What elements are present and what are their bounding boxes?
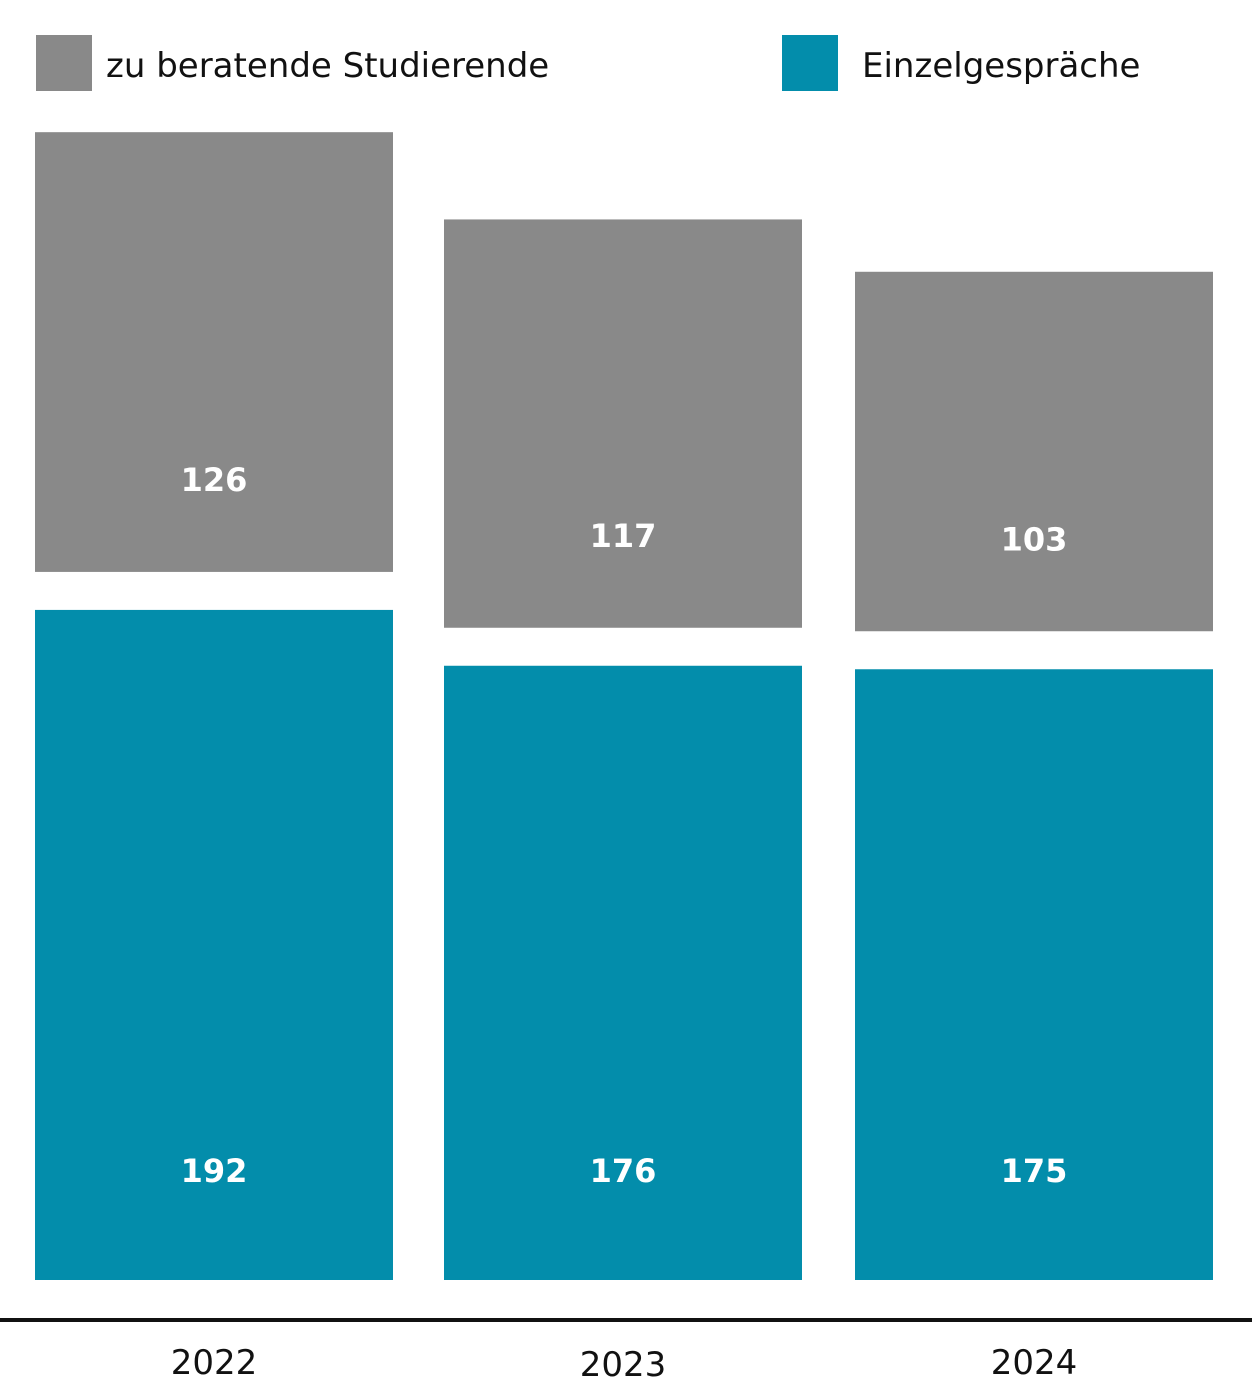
legend-swatch-studierende — [36, 35, 92, 91]
legend-label-studierende: zu beratende Studierende — [106, 46, 549, 86]
bar-label-studierende-2023: 117 — [590, 517, 657, 555]
x-tick-2024: 2024 — [991, 1343, 1078, 1383]
legend: zu beratende Studierende Einzelgespräche — [36, 35, 1140, 91]
bar-einzelgespraeche-2024 — [855, 669, 1213, 1280]
bar-label-einzelgespraeche-2022: 192 — [181, 1152, 248, 1190]
x-tick-2023: 2023 — [580, 1345, 667, 1385]
x-tick-2022: 2022 — [171, 1343, 258, 1383]
bar-label-einzelgespraeche-2024: 175 — [1001, 1152, 1068, 1190]
legend-label-einzelgespraeche: Einzelgespräche — [862, 46, 1140, 86]
bar-einzelgespraeche-2022 — [35, 609, 393, 1280]
legend-swatch-einzelgespraeche — [782, 35, 838, 91]
bar-label-studierende-2022: 126 — [181, 461, 248, 499]
bars: 192 126 176 117 175 103 — [35, 132, 1213, 1280]
bar-label-studierende-2024: 103 — [1001, 520, 1068, 558]
bar-einzelgespraeche-2023 — [444, 665, 802, 1280]
bar-studierende-2022 — [35, 132, 393, 572]
bar-studierende-2024 — [855, 271, 1213, 632]
bar-studierende-2023 — [444, 219, 802, 628]
bar-label-einzelgespraeche-2023: 176 — [590, 1152, 657, 1190]
